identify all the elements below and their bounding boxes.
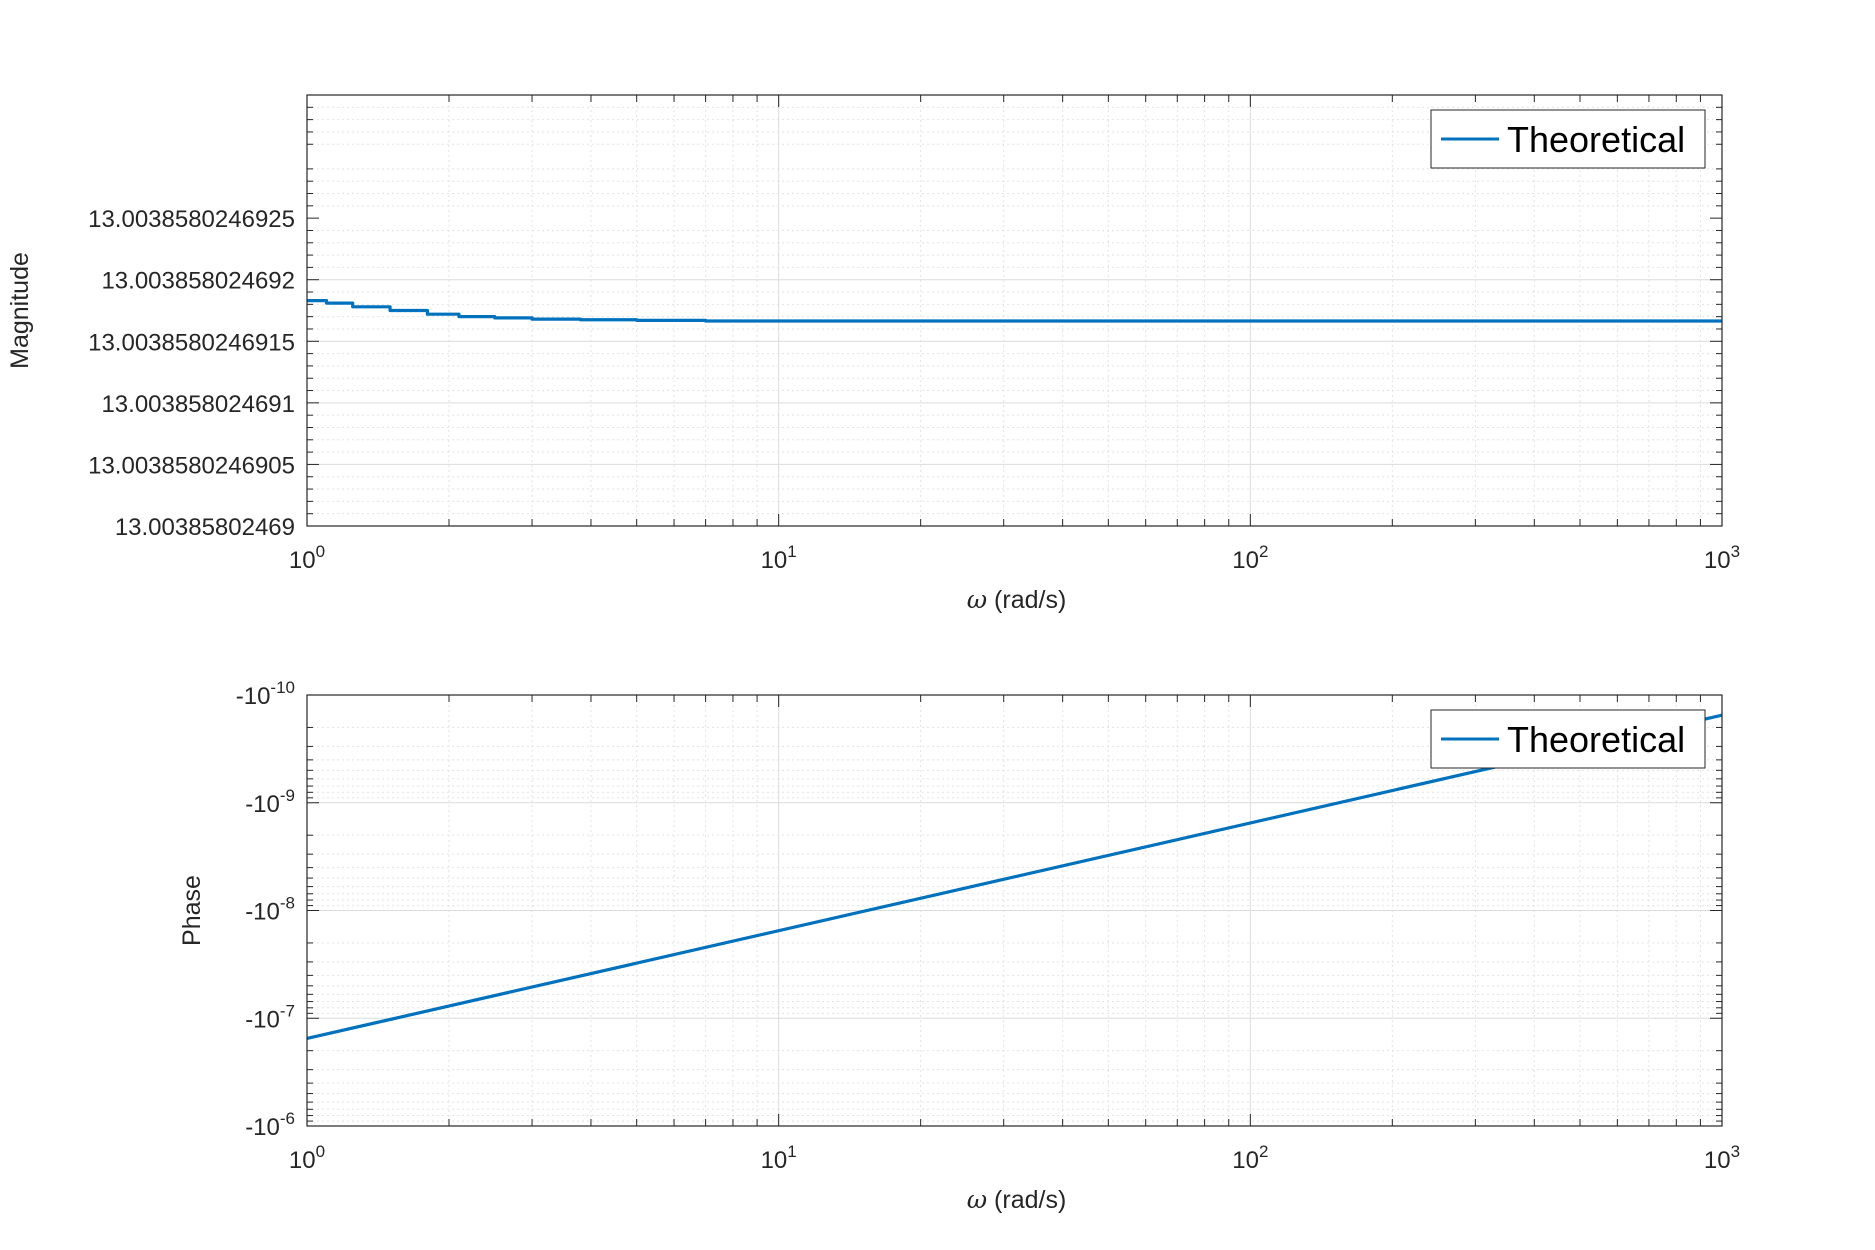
x-axis-label: ω (rad/s)	[967, 585, 1067, 614]
x-tick-label: 103	[1704, 542, 1740, 574]
x-tick-label: 102	[1232, 1142, 1268, 1174]
y-tick-label: -10-8	[245, 894, 295, 926]
axes-frame	[306, 94, 1723, 527]
y-tick-label: -10-7	[245, 1001, 295, 1033]
y-tick-label: -10-9	[245, 786, 295, 818]
x-tick-label: 100	[289, 1142, 325, 1174]
y-axis-label: Magnitude	[6, 252, 34, 369]
y-tick-label: 13.00385802469	[115, 514, 295, 541]
axes-frame	[306, 694, 1723, 1127]
legend-entry-label: Theoretical	[1507, 119, 1685, 160]
y-tick-label: 13.003858024691	[101, 391, 295, 418]
x-axis-label: ω (rad/s)	[967, 1185, 1067, 1214]
x-tick-label: 103	[1704, 1142, 1740, 1174]
y-tick-label: -10-6	[245, 1109, 295, 1141]
x-tick-label: 101	[761, 542, 797, 574]
magnitude-plot: 13.0038580246925 13.003858024692 13.003858…	[6, 94, 1740, 614]
y-axis-label: Phase	[178, 875, 206, 946]
legend-entry-label: Theoretical	[1507, 719, 1685, 760]
y-tick-label: 13.0038580246905	[88, 452, 295, 479]
y-tick-label: 13.0038580246915	[88, 329, 295, 356]
x-tick-label: 102	[1232, 542, 1268, 574]
y-tick-label: 13.003858024692	[101, 268, 295, 295]
y-tick-label: -10-10	[236, 678, 295, 710]
series-line-theoretical	[306, 713, 1723, 1041]
series-line-theoretical	[307, 299, 1722, 323]
x-tick-label: 101	[761, 1142, 797, 1174]
y-tick-label: 13.0038580246925	[88, 206, 295, 233]
x-tick-label: 100	[289, 542, 325, 574]
